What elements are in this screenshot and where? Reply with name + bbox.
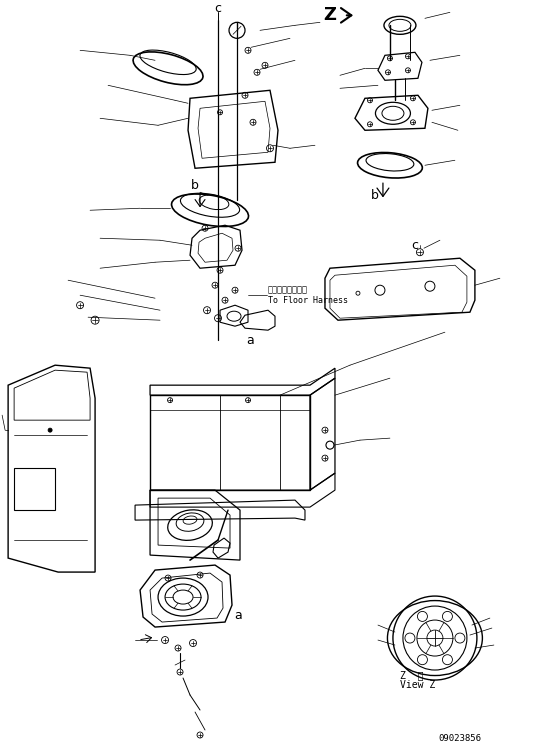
- Text: b: b: [371, 188, 379, 202]
- Text: c: c: [411, 238, 419, 252]
- Circle shape: [48, 428, 52, 432]
- Text: b: b: [191, 179, 199, 191]
- Text: To Floor Harness: To Floor Harness: [268, 296, 348, 305]
- Text: a: a: [234, 609, 242, 621]
- Text: View Z: View Z: [400, 680, 435, 690]
- Text: フロアハーネスへ: フロアハーネスへ: [268, 286, 308, 295]
- Text: c: c: [215, 1, 222, 15]
- Text: 09023856: 09023856: [438, 734, 482, 743]
- Text: a: a: [246, 334, 254, 346]
- Text: Z: Z: [324, 7, 336, 25]
- Text: Z  視: Z 視: [400, 670, 423, 680]
